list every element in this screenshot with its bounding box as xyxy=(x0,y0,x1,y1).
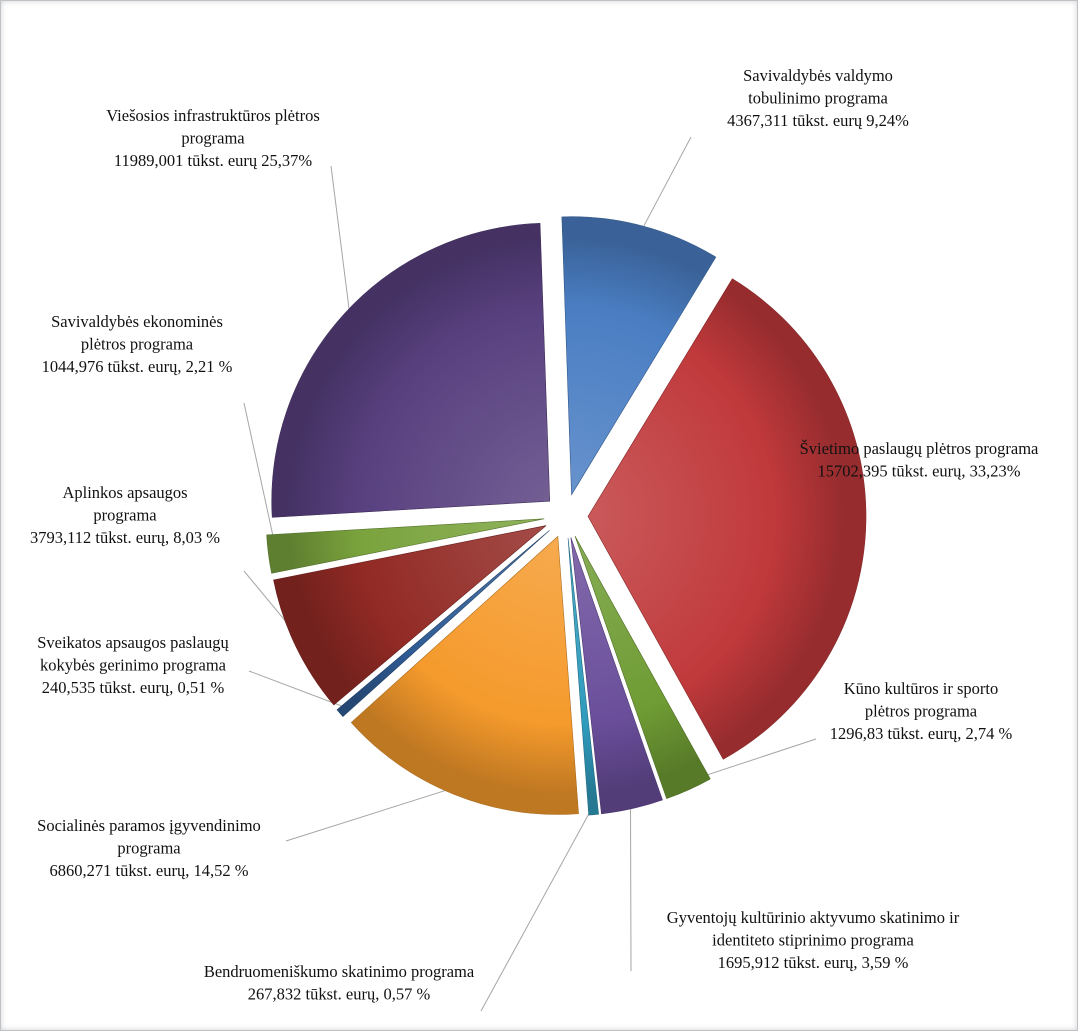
pie-slices xyxy=(266,216,867,816)
data-label-viesosios-infrastrukturos-pletros-programa: Viešosios infrastruktūros plėtros program… xyxy=(106,106,320,170)
data-label-aplinkos-apsaugos-programa: Aplinkos apsaugos programa 3793,112 tūkst.… xyxy=(30,483,220,547)
pie-slice-sveikatos-apsaugos-paslaugu-kokybes-gerinimo-programa xyxy=(336,530,550,717)
leader-line-savivaldybes-valdymo-tobulinimo-programa xyxy=(639,136,692,235)
pie-slice-gyventoju-kulturinio-aktyvumo-skatinimo-ir-identiteto-stiprinimo-programa xyxy=(570,537,663,815)
pie-slice-socialines-paramos-igyvendinimo-programa xyxy=(350,535,579,815)
data-label-sveikatos-apsaugos-paslaugu-kokybes-gerinimo-programa: Sveikatos apsaugos paslaugų kokybės gerin… xyxy=(37,633,229,697)
pie-slice-viesosios-infrastrukturos-pletros-programa xyxy=(271,223,551,518)
data-label-kuno-kulturos-ir-sporto-pletros-programa: Kūno kultūros ir sporto plėtros programa 1… xyxy=(830,679,1013,743)
leader-line-gyventoju-kulturinio-aktyvumo-skatinimo-ir-identiteto-stiprinimo-programa xyxy=(629,800,632,972)
pie-slice-kuno-kulturos-ir-sporto-pletros-programa xyxy=(574,535,711,799)
leader-line-bendruomeniskumo-skatinimo-programa xyxy=(480,806,594,1012)
data-label-gyventoju-kulturinio-aktyvumo-skatinimo-ir-identiteto-stiprinimo-programa: Gyventojų kultūrinio aktyvumo skatinimo … xyxy=(667,908,960,972)
data-label-savivaldybes-ekonomines-pletros-programa: Savivaldybės ekonominės plėtros programa 1… xyxy=(42,312,233,376)
pie-slice-svietimo-paslaugu-pletros-programa xyxy=(587,278,867,760)
pie-slice-bendruomeniskumo-skatinimo-programa xyxy=(567,537,599,816)
pie-slice-aplinkos-apsaugos-programa xyxy=(273,525,547,706)
data-label-savivaldybes-valdymo-tobulinimo-programa: Savivaldybės valdymo tobulinimo programa 4… xyxy=(727,66,909,130)
data-label-bendruomeniskumo-skatinimo-programa: Bendruomeniškumo skatinimo programa 267,8… xyxy=(204,962,475,1004)
leader-line-sveikatos-apsaugos-paslaugu-kokybes-gerinimo-programa xyxy=(248,670,347,709)
data-label-svietimo-paslaugu-pletros-programa: Švietimo paslaugų plėtros programa 15702,… xyxy=(800,439,1039,481)
data-label-socialines-paramos-igyvendinimo-programa: Socialinės paramos įgyvendinimo programa 6… xyxy=(37,816,261,880)
leader-line-savivaldybes-ekonomines-pletros-programa xyxy=(243,402,278,554)
pie-slice-savivaldybes-ekonomines-pletros-programa xyxy=(266,518,545,574)
pie-slice-savivaldybes-valdymo-tobulinimo-programa xyxy=(561,216,717,496)
leader-line-viesosios-infrastrukturos-pletros-programa xyxy=(330,165,351,320)
leader-lines xyxy=(243,136,859,1012)
leader-line-socialines-paramos-igyvendinimo-programa xyxy=(285,786,458,842)
slice-labels: Savivaldybės valdymo tobulinimo programa 4… xyxy=(30,66,1039,1004)
